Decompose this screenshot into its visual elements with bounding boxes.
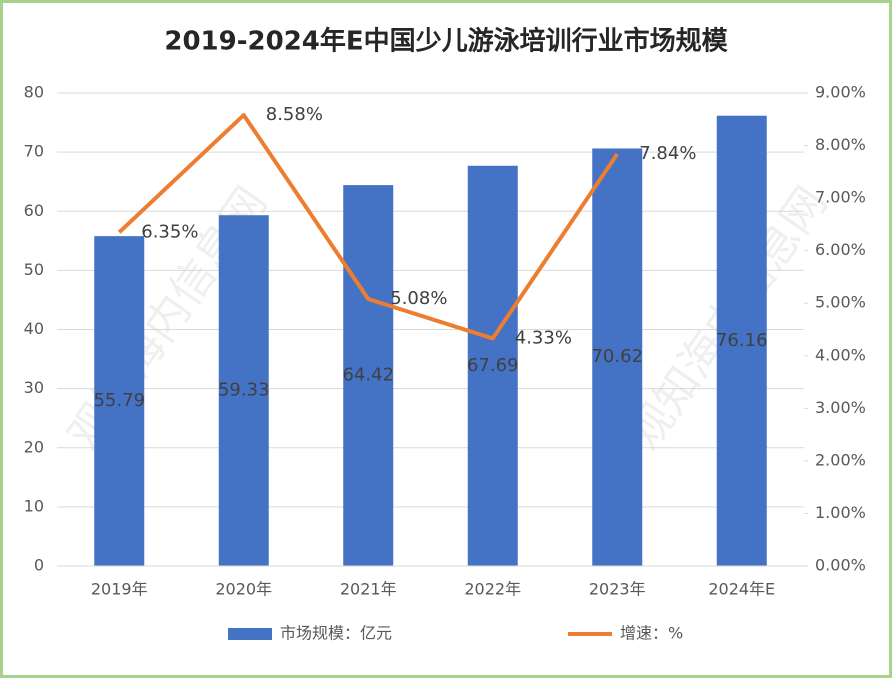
x-tick-label: 2021年 (340, 580, 397, 599)
y-tick-label: 30 (24, 378, 44, 397)
line-value-label: 5.08% (390, 288, 447, 309)
legend-label: 增速：% (620, 624, 683, 643)
line-value-label: 4.33% (515, 327, 572, 348)
y2-tick-label: 7.00% (815, 188, 866, 207)
y2-tick-label: 8.00% (815, 135, 866, 154)
x-tick-label: 2019年 (91, 580, 148, 599)
line-value-label: 8.58% (266, 104, 323, 125)
y-tick-label: 80 (24, 83, 44, 102)
chart-title: 2019-2024年E中国少儿游泳培训行业市场规模 (164, 26, 728, 57)
y-tick-label: 10 (24, 496, 44, 515)
y-tick-label: 60 (24, 201, 44, 220)
line-value-label: 6.35% (141, 221, 198, 242)
y-tick-label: 0 (34, 556, 44, 575)
y-tick-label: 70 (24, 142, 44, 161)
bar-value-label: 67.69 (467, 355, 519, 376)
bar-value-label: 59.33 (218, 380, 270, 401)
y2-tick-label: 1.00% (815, 503, 866, 522)
x-tick-label: 2022年 (464, 580, 521, 599)
legend-label: 市场规模：亿元 (280, 624, 392, 643)
line (117, 113, 619, 341)
bar-value-label: 64.42 (342, 365, 394, 386)
y-tick-label: 50 (24, 260, 44, 279)
y2-tick-label: 9.00% (815, 83, 866, 102)
x-tick-label: 2024年E (708, 580, 775, 599)
bar-value-label: 76.16 (716, 330, 768, 351)
line-value-label: 7.84% (639, 143, 696, 164)
y2-tick-label: 4.00% (815, 345, 866, 364)
bar-value-label: 70.62 (591, 346, 643, 367)
bar (467, 165, 518, 566)
y2-tick-label: 2.00% (815, 450, 866, 469)
bar (716, 115, 767, 566)
bar-value-label: 55.79 (93, 390, 145, 411)
y2-tick-label: 5.00% (815, 293, 866, 312)
x-tick-label: 2023年 (589, 580, 646, 599)
x-tick-label: 2020年 (215, 580, 272, 599)
bar (218, 215, 269, 567)
y2-tick-label: 6.00% (815, 240, 866, 259)
bar (94, 236, 145, 566)
y-tick-label: 20 (24, 437, 44, 456)
bar (592, 148, 643, 567)
legend-swatch (228, 628, 272, 640)
y-tick-label: 40 (24, 319, 44, 338)
y2-tick-label: 3.00% (815, 398, 866, 417)
bar (343, 185, 394, 566)
y2-tick-label: 0.00% (815, 556, 866, 575)
